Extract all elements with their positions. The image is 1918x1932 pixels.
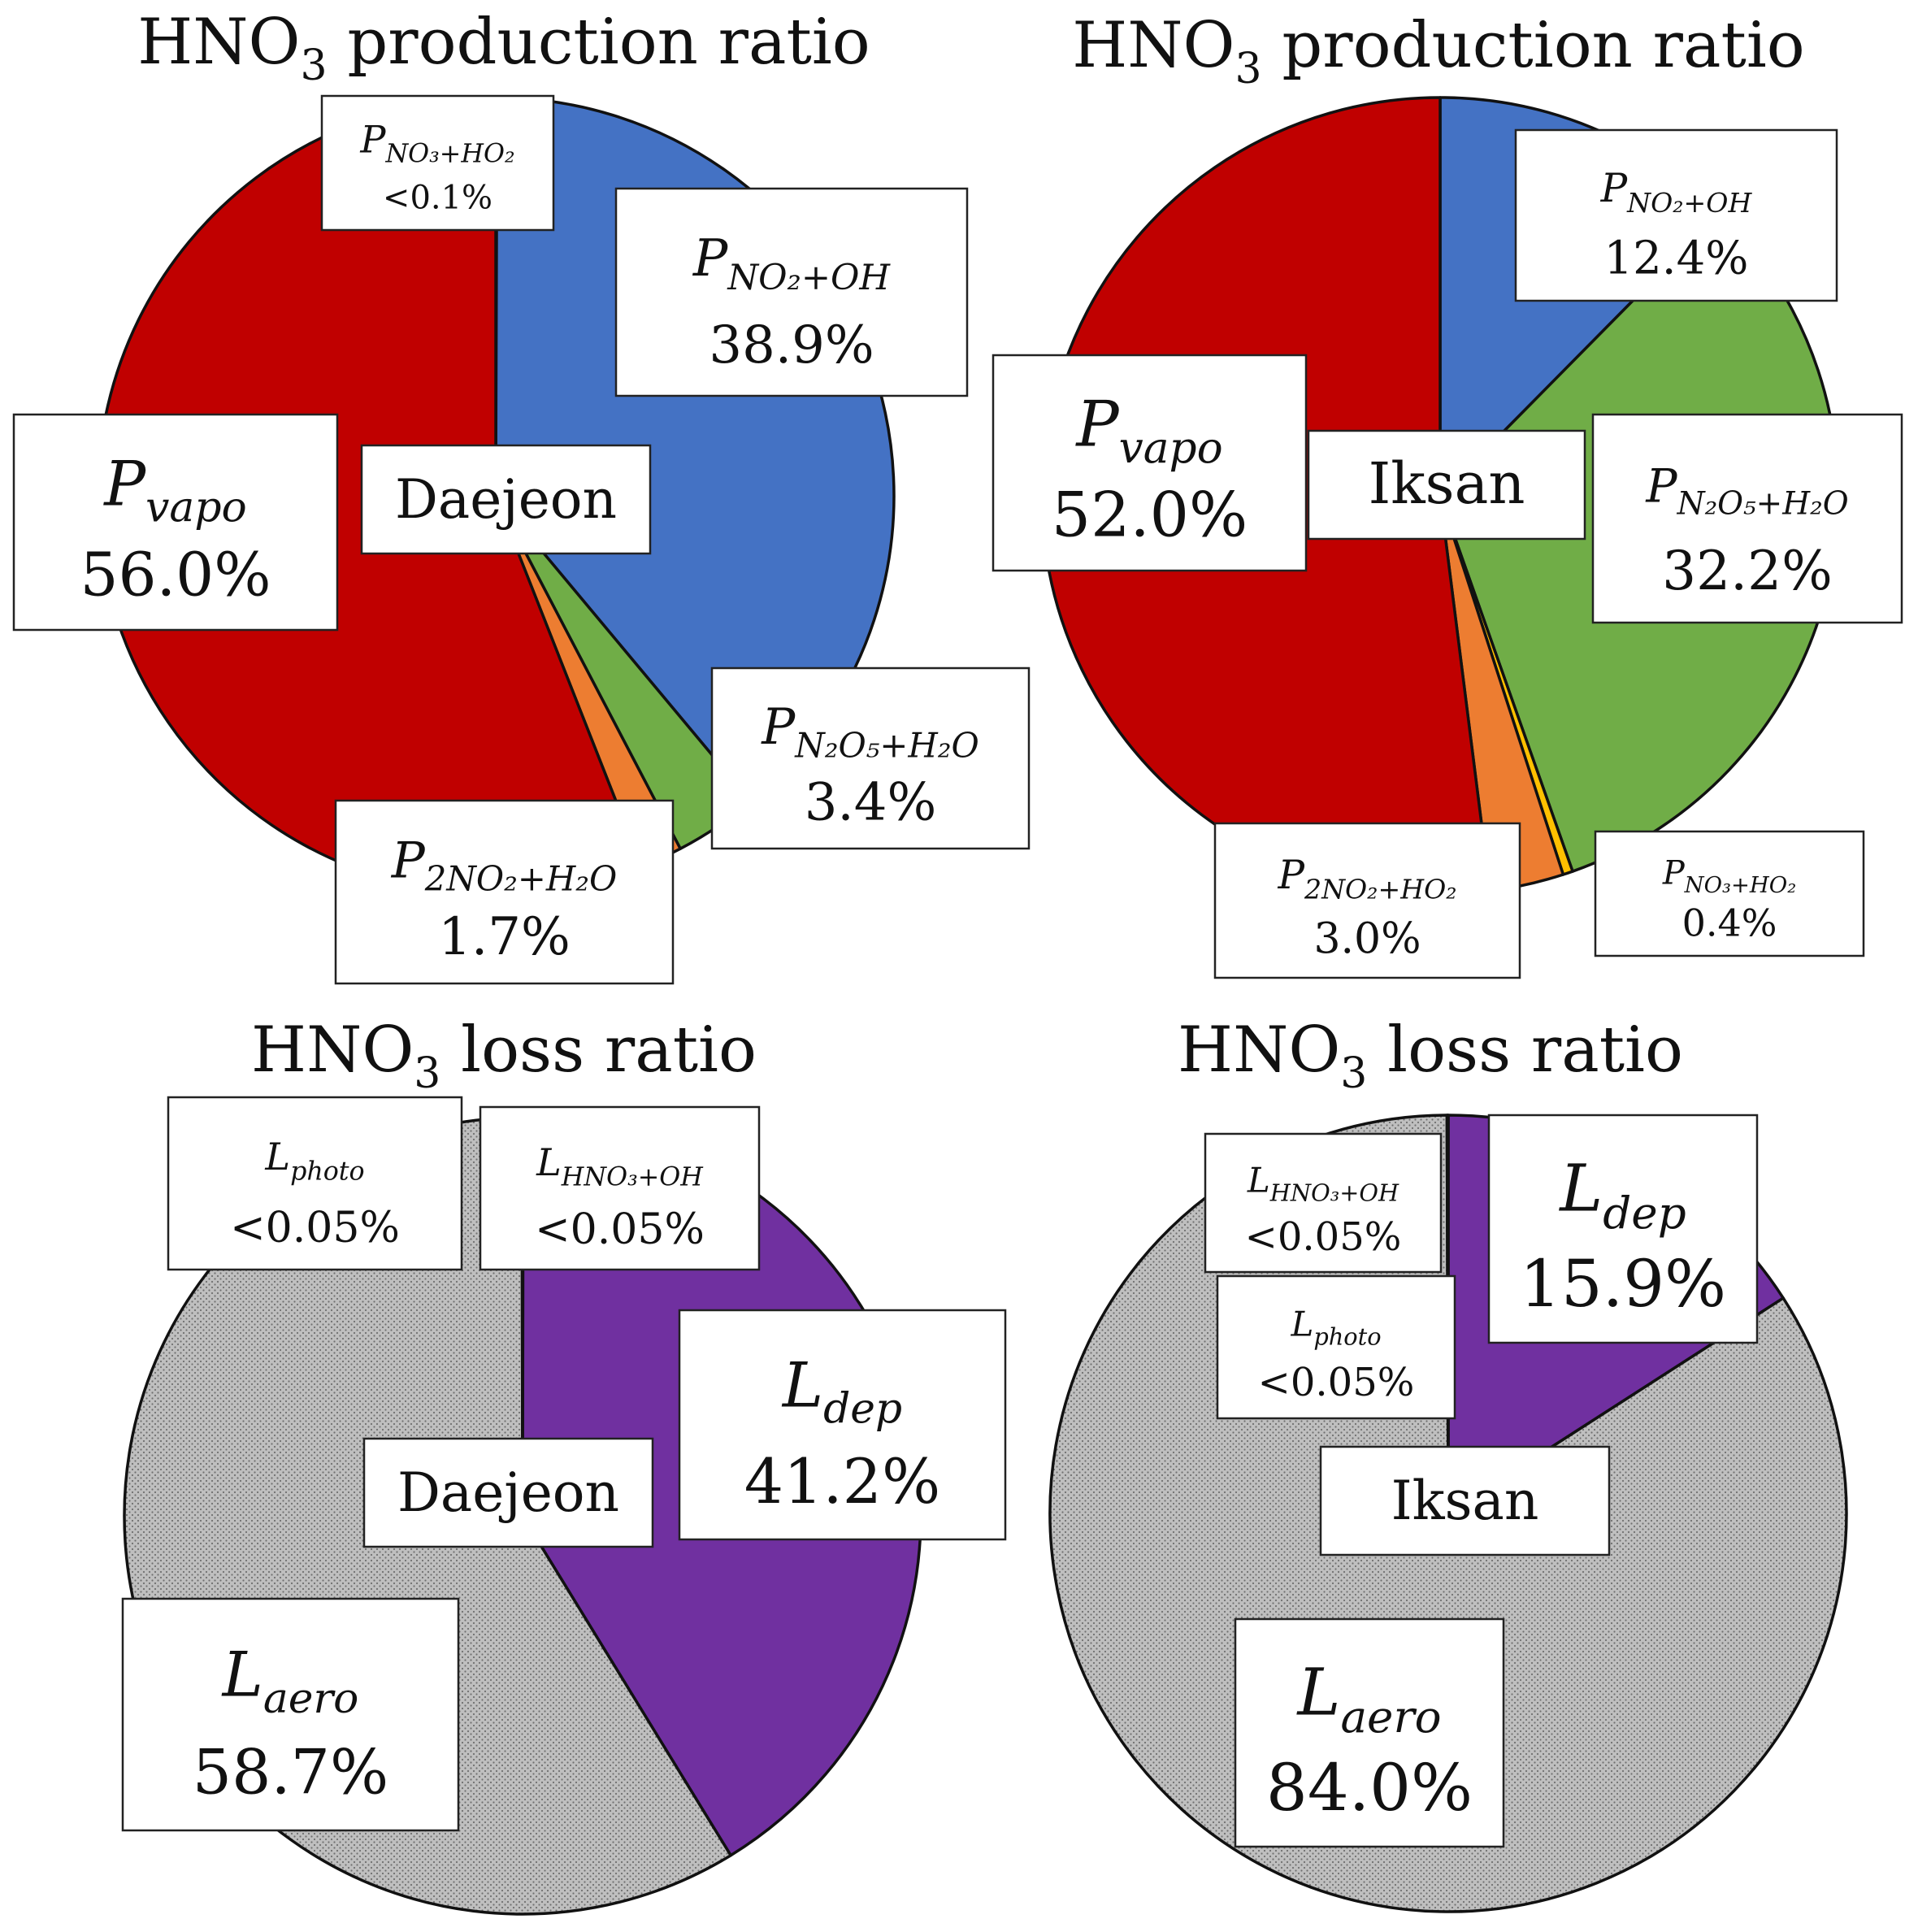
chart-production-daejeon: HNO3 production ratio Daejeon PNO₃+HO₂ <0.1… — [12, 6, 1031, 985]
label-value: 32.2% — [1662, 540, 1833, 602]
label-name: Laero — [1295, 1655, 1441, 1743]
data-label-2no2_h2o: P2NO₂+H₂O 1.7% — [334, 799, 675, 985]
label-value: 56.0% — [80, 541, 271, 610]
label-name: Pvapo — [1074, 388, 1222, 473]
label-name: PNO₂+OH — [692, 228, 891, 298]
label-value: 1.7% — [438, 907, 571, 967]
data-label-vapo: Pvapo 56.0% — [12, 413, 339, 632]
label-name: Ldep — [1558, 1151, 1686, 1239]
label-box — [121, 1597, 460, 1832]
label-box — [1216, 1274, 1456, 1420]
data-label-2no2_ho2: P2NO₂+HO₂ 3.0% — [1213, 822, 1521, 979]
label-name: Ldep — [781, 1349, 902, 1433]
chart-loss-daejeon: HNO3 loss ratio Daejeon LHNO₃+OH <0.05% Ldep… — [121, 1014, 1007, 1916]
label-box — [12, 413, 339, 632]
label-box — [1204, 1132, 1443, 1274]
chart-title: HNO3 loss ratio — [1178, 1014, 1683, 1098]
label-box — [992, 354, 1308, 572]
site-label-box — [362, 1437, 654, 1548]
label-value: 12.4% — [1604, 232, 1749, 284]
data-label-n2o5_h2o: PN₂O₅+H₂O 32.2% — [1591, 413, 1903, 624]
data-label-dep: Ldep 41.2% — [678, 1309, 1007, 1541]
label-name: PNO₃+HO₂ — [1662, 854, 1796, 898]
label-value: <0.05% — [230, 1204, 400, 1253]
label-value: <0.05% — [535, 1205, 705, 1254]
data-label-hno3_oh: LHNO₃+OH <0.05% — [479, 1105, 761, 1271]
label-value: 38.9% — [709, 315, 874, 376]
label-value: 3.0% — [1313, 915, 1421, 964]
label-name: Pvapo — [102, 448, 246, 532]
data-label-photo: Lphoto <0.05% — [1216, 1274, 1456, 1420]
label-box — [167, 1096, 463, 1271]
data-label-no2_oh: PNO₂+OH 12.4% — [1514, 128, 1838, 302]
data-label-hno3_oh: LHNO₃+OH <0.05% — [1204, 1132, 1443, 1274]
label-box — [678, 1309, 1007, 1541]
label-box — [334, 799, 675, 985]
label-value: 52.0% — [1052, 479, 1248, 551]
label-box — [1594, 830, 1865, 957]
label-name: Laero — [221, 1639, 359, 1723]
label-box — [1487, 1114, 1759, 1344]
label-value: 84.0% — [1266, 1750, 1473, 1826]
label-value: 41.2% — [744, 1445, 940, 1517]
chart-loss-iksan: HNO3 loss ratioIksanLdep15.9%Laero84.0%L… — [1048, 1014, 1848, 1913]
label-name: PN₂O₅+H₂O — [1645, 460, 1848, 523]
label-box — [614, 187, 969, 397]
data-label-n2o5_h2o: PN₂O₅+H₂O 3.4% — [710, 666, 1031, 850]
data-label-no2_oh: PNO₂+OH 38.9% — [614, 187, 969, 397]
label-name: PNO₃+HO₂ — [359, 117, 514, 168]
label-box — [1591, 413, 1903, 624]
chart-title: HNO3 loss ratio — [251, 1014, 757, 1098]
data-label-photo: Lphoto <0.05% — [167, 1096, 463, 1271]
label-box — [1213, 822, 1521, 979]
site-label-box — [1307, 429, 1586, 541]
site-label: Daejeon — [395, 468, 617, 531]
label-value: 3.4% — [805, 772, 937, 832]
label-box — [1234, 1617, 1505, 1848]
label-box — [479, 1105, 761, 1271]
label-box — [320, 94, 555, 232]
label-value: 15.9% — [1520, 1246, 1726, 1322]
label-box — [710, 666, 1031, 850]
site-label-box — [1319, 1445, 1611, 1556]
label-value: 0.4% — [1682, 901, 1777, 945]
label-value: 58.7% — [193, 1735, 388, 1808]
label-name: P2NO₂+H₂O — [391, 832, 617, 899]
label-box — [1514, 128, 1838, 302]
label-name: P2NO₂+HO₂ — [1278, 853, 1457, 905]
data-label-aero: Laero 58.7% — [121, 1597, 460, 1832]
label-name: LHNO₃+OH — [536, 1140, 704, 1192]
site-label: Iksan — [1369, 450, 1525, 517]
site-label-box — [360, 444, 652, 555]
label-name: Lphoto — [264, 1135, 364, 1186]
chart-production-iksan: HNO3 production ratioIksanPNO₂+OH12.4%PN… — [992, 9, 1903, 979]
label-name: PN₂O₅+H₂O — [761, 698, 979, 765]
chart-title: HNO3 production ratio — [1072, 9, 1804, 93]
label-value: <0.05% — [1258, 1360, 1415, 1405]
label-name: Lphoto — [1290, 1305, 1381, 1351]
label-value: <0.05% — [1245, 1214, 1402, 1260]
data-label-no3_ho2: PNO₃+HO₂ <0.1% — [320, 94, 555, 232]
site-label: Iksan — [1391, 1470, 1539, 1532]
label-name: PNO₂+OH — [1600, 166, 1753, 219]
label-value: <0.1% — [383, 180, 493, 217]
label-name: LHNO₃+OH — [1247, 1160, 1399, 1206]
chart-title: HNO3 production ratio — [137, 6, 870, 90]
site-label: Daejeon — [397, 1461, 619, 1524]
